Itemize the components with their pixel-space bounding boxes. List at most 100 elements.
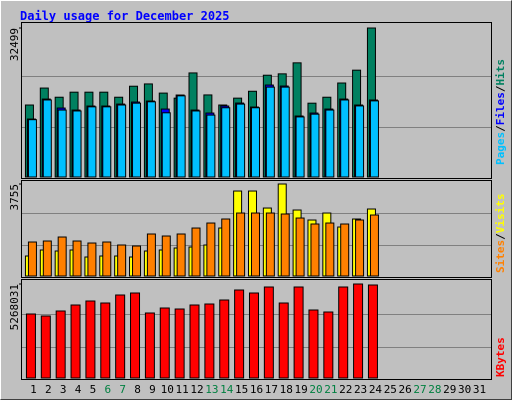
bar (293, 286, 304, 379)
bar (338, 286, 349, 379)
x-tick-label: 25 (384, 383, 397, 396)
bar (310, 223, 320, 277)
bar (340, 223, 350, 277)
bar (146, 233, 156, 277)
bar (189, 304, 200, 379)
bar (219, 299, 230, 379)
bar (355, 105, 365, 178)
x-tick-label: 11 (176, 383, 189, 396)
x-tick-label: 7 (119, 383, 126, 396)
bar (132, 245, 142, 277)
x-tick-label: 27 (413, 383, 426, 396)
bar (72, 110, 82, 178)
bar (130, 292, 141, 379)
bar (146, 101, 156, 178)
bar (248, 292, 259, 379)
x-tick-label: 14 (220, 383, 234, 396)
bar (159, 307, 170, 379)
bar (87, 106, 97, 178)
bar (102, 106, 112, 178)
legend-entry: Visits (494, 194, 507, 234)
x-tick-label: 10 (161, 383, 174, 396)
bar (176, 95, 186, 178)
legend: Sites/Visits (494, 194, 507, 274)
bar (265, 212, 275, 277)
legend-entry: Files (494, 92, 507, 125)
bar (353, 283, 364, 379)
x-tick-label: 9 (149, 383, 156, 396)
x-tick-label: 17 (265, 383, 278, 396)
legend: Pages/Files/Hits (494, 59, 507, 165)
bar (206, 222, 216, 277)
bar (250, 212, 260, 277)
x-tick-label: 3 (60, 383, 67, 396)
bar (102, 241, 112, 277)
bar (57, 236, 67, 277)
bar (27, 119, 37, 178)
bar (265, 86, 275, 178)
bar (308, 309, 319, 379)
y-tick-label: 5268031 (8, 284, 21, 330)
legend: KBytes (494, 337, 507, 377)
x-tick-label: 19 (294, 383, 307, 396)
bar (263, 286, 274, 379)
chart-title: Daily usage for December 2025 (20, 9, 230, 23)
x-tick-label: 29 (443, 383, 456, 396)
bar (176, 233, 186, 277)
y-tick-label: 32499 (8, 28, 21, 61)
bar (295, 116, 305, 178)
x-tick-label: 21 (324, 383, 337, 396)
x-tick-label: 22 (339, 383, 352, 396)
bar (115, 294, 126, 379)
x-tick-label: 12 (190, 383, 203, 396)
bar (161, 112, 171, 178)
bar (117, 244, 127, 277)
legend-entry: KBytes (494, 337, 507, 377)
bar (55, 310, 66, 379)
bar (250, 107, 260, 178)
bar (236, 212, 246, 277)
bar (132, 102, 142, 178)
bar (70, 304, 81, 379)
x-tick-label: 5 (90, 383, 97, 396)
x-tick-label: 28 (428, 383, 441, 396)
bar (42, 99, 52, 178)
bar (236, 103, 246, 178)
legend-separator: / (494, 85, 507, 92)
bar (191, 110, 201, 178)
bar (161, 235, 171, 277)
bar (278, 302, 289, 379)
bar (221, 218, 231, 277)
bar (100, 302, 111, 379)
bar (191, 227, 201, 277)
x-tick-label: 24 (369, 383, 383, 396)
bar (40, 315, 51, 379)
bar (204, 303, 215, 379)
bar (369, 214, 379, 277)
x-tick-label: 8 (134, 383, 141, 396)
bar (234, 289, 245, 379)
bar (85, 300, 96, 379)
x-tick-label: 6 (104, 383, 111, 396)
legend-separator: / (494, 125, 507, 132)
x-tick-label: 23 (354, 383, 367, 396)
bar (72, 240, 82, 277)
bar (42, 240, 52, 277)
legend-entry: Hits (494, 59, 507, 86)
x-tick-label: 18 (280, 383, 293, 396)
bar (57, 109, 67, 178)
x-tick-label: 4 (75, 383, 82, 396)
bar (25, 313, 36, 379)
legend-entry: Pages (494, 132, 507, 165)
bar (280, 213, 290, 277)
bar (174, 308, 185, 379)
bar (310, 113, 320, 178)
x-tick-label: 1 (30, 383, 37, 396)
legend-entry: Sites (494, 240, 507, 273)
y-tick-label: 3755 (8, 184, 21, 211)
bar (27, 241, 37, 277)
bar (323, 311, 334, 379)
x-tick-label: 30 (458, 383, 471, 396)
